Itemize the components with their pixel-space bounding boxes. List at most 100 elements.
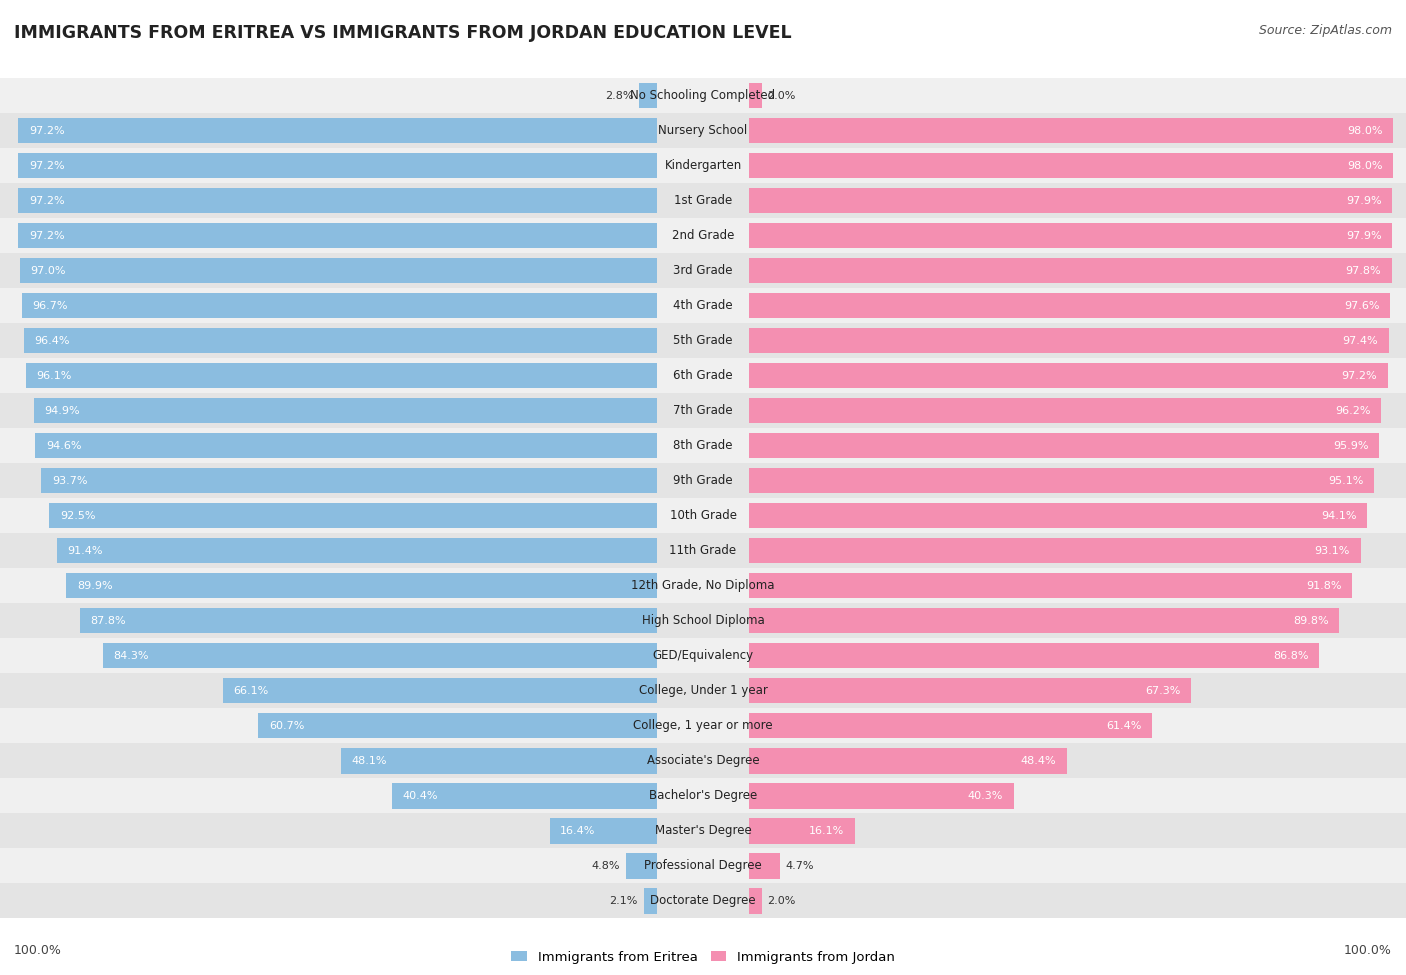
Text: 48.4%: 48.4% [1021, 756, 1056, 766]
Bar [749, 153, 1393, 178]
Bar [342, 748, 658, 773]
Bar [749, 258, 1392, 283]
Text: 92.5%: 92.5% [60, 511, 96, 521]
Text: 4.7%: 4.7% [785, 861, 814, 871]
Bar [749, 783, 1014, 808]
Text: College, Under 1 year: College, Under 1 year [638, 684, 768, 697]
Text: 95.1%: 95.1% [1327, 476, 1364, 486]
Text: 61.4%: 61.4% [1107, 721, 1142, 731]
Bar [749, 679, 1191, 704]
Text: 2.1%: 2.1% [610, 896, 638, 906]
Text: 11th Grade: 11th Grade [669, 544, 737, 558]
Bar [0, 358, 1406, 393]
Text: 94.9%: 94.9% [44, 406, 80, 415]
Bar [18, 153, 658, 178]
Text: 5th Grade: 5th Grade [673, 334, 733, 347]
Bar [392, 783, 658, 808]
Text: Associate's Degree: Associate's Degree [647, 755, 759, 767]
Text: 89.8%: 89.8% [1292, 616, 1329, 626]
Text: Master's Degree: Master's Degree [655, 825, 751, 838]
Text: Source: ZipAtlas.com: Source: ZipAtlas.com [1258, 24, 1392, 37]
Bar [0, 78, 1406, 113]
Bar [749, 608, 1339, 634]
Bar [0, 218, 1406, 254]
Bar [0, 848, 1406, 883]
Text: 97.6%: 97.6% [1344, 300, 1379, 311]
Bar [0, 743, 1406, 778]
Text: 89.9%: 89.9% [77, 581, 112, 591]
Bar [749, 293, 1391, 318]
Bar [749, 118, 1393, 143]
Text: High School Diploma: High School Diploma [641, 614, 765, 627]
Bar [638, 83, 658, 108]
Text: 40.3%: 40.3% [967, 791, 1002, 800]
Bar [49, 503, 657, 528]
Bar [644, 888, 658, 914]
Bar [749, 398, 1381, 423]
Text: 60.7%: 60.7% [269, 721, 304, 731]
Bar [103, 644, 658, 669]
Text: 96.4%: 96.4% [34, 335, 70, 346]
Bar [56, 538, 658, 564]
Bar [35, 433, 658, 458]
Bar [222, 679, 658, 704]
Text: 16.4%: 16.4% [560, 826, 595, 836]
Text: 3rd Grade: 3rd Grade [673, 264, 733, 277]
Bar [550, 818, 658, 843]
Text: 91.4%: 91.4% [67, 546, 103, 556]
Text: 95.9%: 95.9% [1333, 441, 1368, 450]
Text: 97.2%: 97.2% [1341, 370, 1376, 380]
Text: 67.3%: 67.3% [1144, 685, 1181, 696]
Bar [749, 853, 779, 878]
Text: 97.8%: 97.8% [1346, 265, 1381, 276]
Text: Doctorate Degree: Doctorate Degree [650, 894, 756, 908]
Text: 10th Grade: 10th Grade [669, 509, 737, 523]
Text: 2.0%: 2.0% [768, 896, 796, 906]
Bar [0, 254, 1406, 289]
Text: 4.8%: 4.8% [592, 861, 620, 871]
Text: 96.7%: 96.7% [32, 300, 67, 311]
Text: 97.9%: 97.9% [1346, 231, 1382, 241]
Bar [34, 398, 657, 423]
Text: Bachelor's Degree: Bachelor's Degree [650, 790, 756, 802]
Bar [749, 223, 1392, 249]
Text: 97.0%: 97.0% [31, 265, 66, 276]
Text: 6th Grade: 6th Grade [673, 370, 733, 382]
Text: 2.8%: 2.8% [605, 91, 633, 100]
Text: 7th Grade: 7th Grade [673, 405, 733, 417]
Text: 84.3%: 84.3% [114, 651, 149, 661]
Bar [749, 748, 1067, 773]
Bar [0, 813, 1406, 848]
Text: 91.8%: 91.8% [1306, 581, 1341, 591]
Text: 98.0%: 98.0% [1347, 126, 1382, 136]
Bar [749, 188, 1392, 214]
Text: IMMIGRANTS FROM ERITREA VS IMMIGRANTS FROM JORDAN EDUCATION LEVEL: IMMIGRANTS FROM ERITREA VS IMMIGRANTS FR… [14, 24, 792, 42]
Bar [0, 148, 1406, 183]
Bar [0, 323, 1406, 358]
Text: 100.0%: 100.0% [1344, 944, 1392, 957]
Text: 97.2%: 97.2% [30, 161, 65, 171]
Text: 96.1%: 96.1% [37, 370, 72, 380]
Text: 9th Grade: 9th Grade [673, 474, 733, 488]
Bar [749, 714, 1153, 738]
Bar [0, 113, 1406, 148]
Text: 87.8%: 87.8% [91, 616, 127, 626]
Bar [259, 714, 658, 738]
Bar [0, 428, 1406, 463]
Bar [0, 639, 1406, 674]
Bar [0, 604, 1406, 639]
Bar [18, 223, 658, 249]
Text: Kindergarten: Kindergarten [665, 159, 741, 172]
Text: 1st Grade: 1st Grade [673, 194, 733, 207]
Text: 97.9%: 97.9% [1346, 196, 1382, 206]
Text: GED/Equivalency: GED/Equivalency [652, 649, 754, 662]
Bar [749, 503, 1367, 528]
Bar [80, 608, 657, 634]
Text: Professional Degree: Professional Degree [644, 859, 762, 873]
Text: 12th Grade, No Diploma: 12th Grade, No Diploma [631, 579, 775, 592]
Text: Nursery School: Nursery School [658, 124, 748, 137]
Text: 66.1%: 66.1% [233, 685, 269, 696]
Text: No Schooling Completed: No Schooling Completed [630, 89, 776, 102]
Bar [749, 573, 1353, 599]
Bar [0, 533, 1406, 568]
